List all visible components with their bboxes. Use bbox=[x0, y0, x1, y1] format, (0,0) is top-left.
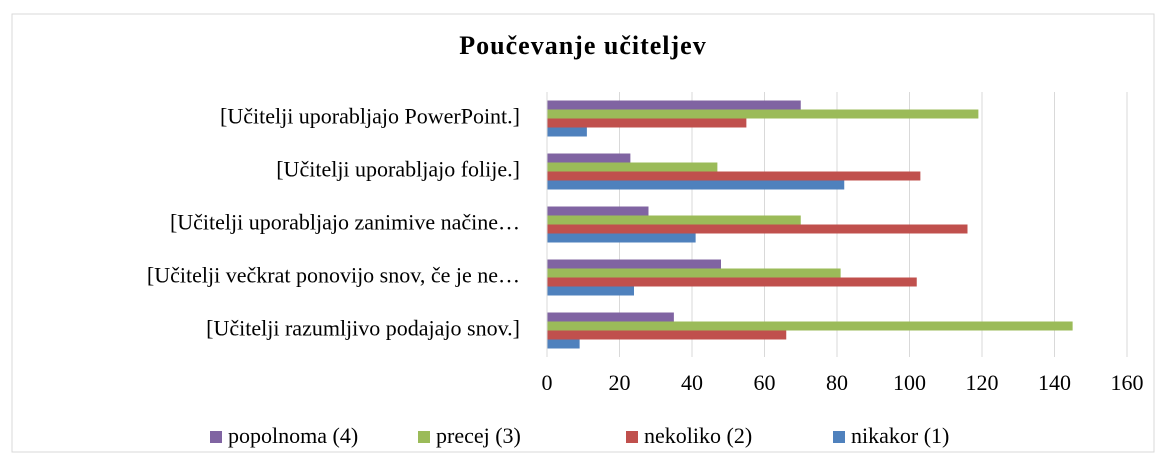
x-tick-label: 40 bbox=[681, 370, 703, 395]
bar bbox=[547, 162, 718, 172]
x-tick-label: 160 bbox=[1111, 370, 1144, 395]
x-tick-label: 140 bbox=[1038, 370, 1071, 395]
bar bbox=[547, 153, 631, 163]
legend-label: precej (3) bbox=[436, 423, 521, 448]
legend-swatch bbox=[418, 431, 430, 443]
bar bbox=[547, 100, 801, 110]
bar bbox=[547, 321, 1073, 331]
bar bbox=[547, 339, 580, 349]
x-tick-label: 60 bbox=[754, 370, 776, 395]
legend-label: nikakor (1) bbox=[851, 423, 949, 448]
x-tick-label: 120 bbox=[966, 370, 999, 395]
bar bbox=[547, 277, 917, 287]
bar bbox=[547, 330, 787, 340]
bar bbox=[547, 171, 921, 181]
legend-swatch bbox=[626, 431, 638, 443]
y-tick-label: [Učitelji večkrat ponovijo snov, če je n… bbox=[147, 263, 520, 288]
y-tick-label: [Učitelji uporabljajo folije.] bbox=[276, 157, 520, 182]
bar bbox=[547, 286, 634, 296]
bar bbox=[547, 268, 841, 278]
legend-label: popolnoma (4) bbox=[228, 423, 358, 448]
bar bbox=[547, 127, 587, 137]
legend-swatch bbox=[833, 431, 845, 443]
chart-title: Poučevanje učiteljev bbox=[459, 31, 706, 60]
bar bbox=[547, 259, 721, 269]
x-tick-label: 0 bbox=[542, 370, 553, 395]
bar bbox=[547, 312, 674, 322]
bar bbox=[547, 109, 979, 119]
legend-label: nekoliko (2) bbox=[644, 423, 752, 448]
x-tick-label: 100 bbox=[893, 370, 926, 395]
y-tick-label: [Učitelji uporabljajo zanimive načine… bbox=[170, 210, 520, 235]
legend-swatch bbox=[210, 431, 222, 443]
y-tick-label: [Učitelji uporabljajo PowerPoint.] bbox=[220, 104, 520, 129]
y-tick-label: [Učitelji razumljivo podajajo snov.] bbox=[206, 316, 520, 341]
x-tick-label: 80 bbox=[826, 370, 848, 395]
bar bbox=[547, 233, 696, 243]
bar bbox=[547, 224, 968, 234]
bar bbox=[547, 215, 801, 225]
bar bbox=[547, 206, 649, 216]
bar bbox=[547, 118, 747, 128]
x-tick-label: 20 bbox=[609, 370, 631, 395]
bar bbox=[547, 180, 845, 190]
